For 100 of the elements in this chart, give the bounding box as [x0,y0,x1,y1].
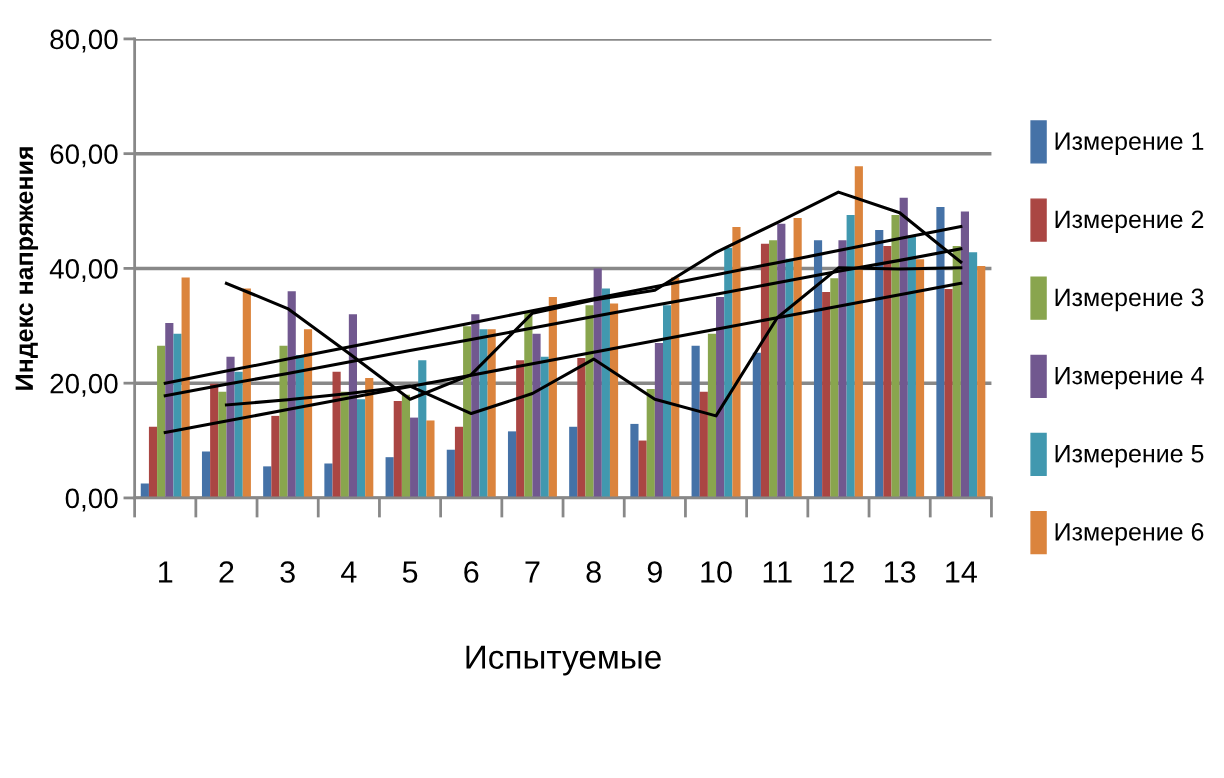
bar [891,215,900,498]
bar [732,227,741,498]
legend-label: Измерение 5 [1055,445,1204,468]
bar [785,258,794,498]
bar [654,343,663,498]
bar [899,197,908,498]
bar [609,303,619,498]
bar [638,440,647,498]
y-tick-label: 0,00 [65,488,118,512]
x-tick-label: 12 [823,561,854,583]
bar [340,391,349,498]
x-tick-label: 13 [884,561,916,583]
bar [822,291,831,498]
bar [479,329,488,498]
x-tick-label: 11 [763,561,792,583]
bar [401,394,411,498]
bar [707,333,717,498]
x-tick-label: 7 [525,561,540,583]
bar [454,426,464,498]
bar [365,378,374,498]
bar [324,463,333,498]
bar [279,345,288,498]
bar [548,297,557,498]
bar [234,371,243,498]
y-tick-label: 60,00 [50,144,118,168]
bar [883,246,892,498]
bar [201,451,211,498]
x-tick-label: 3 [280,561,295,583]
bar [585,305,594,498]
legend-label: Измерение 2 [1055,210,1204,234]
bar [287,291,296,498]
x-axis-title: Испытуемые [466,645,661,676]
bar [760,243,770,498]
bar [263,466,272,498]
bar [838,240,847,498]
bar [952,246,961,498]
x-tick-label: 4 [341,561,357,583]
bar [165,322,174,498]
x-tick-label: 1 [159,561,173,583]
bar [977,266,986,498]
bar [271,415,280,498]
bar [410,417,419,498]
legend-label: Измерение 1 [1055,132,1204,155]
bar [385,457,394,498]
legend-label: Измерение 6 [1055,522,1204,546]
x-tick-label: 10 [701,561,732,583]
x-tick-label: 9 [647,561,662,583]
bar [540,356,549,498]
bar [210,383,219,498]
bar [532,333,541,498]
bar [854,166,863,498]
bar [724,247,733,498]
bar [332,371,341,498]
x-tick-label: 2 [219,561,234,583]
y-tick-label: 40,00 [49,259,118,283]
x-tick-label: 6 [464,561,479,583]
bar [752,352,761,498]
bar [777,223,786,498]
legend-label: Измерение 3 [1055,288,1204,312]
bar [524,312,533,498]
bar [846,215,855,498]
y-tick-label: 80,00 [50,29,118,53]
bar [426,420,435,498]
bar [630,423,639,498]
bar [671,277,680,498]
bar [769,240,778,498]
bar [569,426,578,498]
bar [157,345,166,498]
bar [418,360,427,498]
bar [487,329,496,498]
bar [393,400,402,498]
bar [357,399,366,498]
bar [936,207,945,498]
bar [646,388,655,498]
y-tick-label: 20,00 [50,373,118,397]
bar [716,297,725,498]
bar [181,277,190,498]
bar [601,288,610,498]
bar [507,431,517,498]
x-tick-label: 8 [586,561,601,583]
bar [969,252,978,498]
bar [944,289,953,498]
x-tick-label: 14 [946,561,977,583]
bar [813,240,823,498]
bar [960,211,969,498]
bar [875,229,884,498]
bar [173,333,182,498]
bar [446,449,455,498]
bar [830,278,839,498]
legend-label: Измерение 4 [1055,366,1204,390]
bar [218,391,227,498]
bar [577,357,586,498]
bar [691,345,700,498]
bar [699,391,708,498]
y-axis-title: Индекс напряжения [15,147,39,390]
bar [793,217,802,498]
bar [907,235,916,498]
bar [226,356,235,498]
bar [915,259,925,498]
bar [593,268,602,498]
